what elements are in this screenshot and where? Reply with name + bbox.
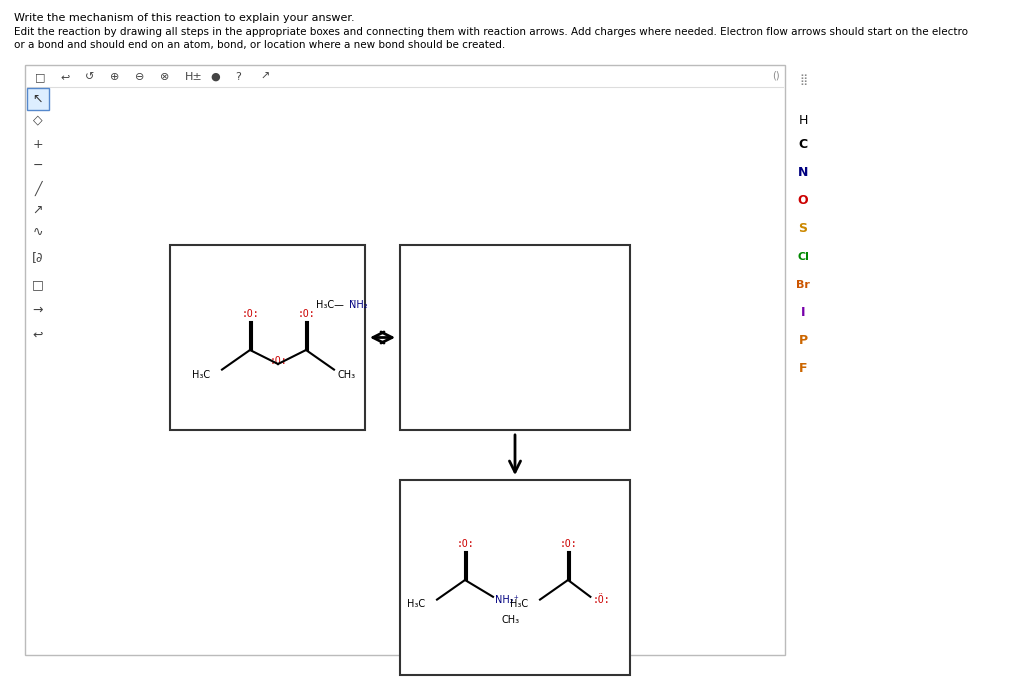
Text: C: C bbox=[799, 138, 808, 151]
Text: :O:: :O: bbox=[559, 539, 577, 549]
Text: Br: Br bbox=[796, 280, 810, 290]
Text: ↩: ↩ bbox=[33, 329, 43, 342]
Text: H: H bbox=[799, 113, 808, 126]
Bar bbox=[170, 245, 365, 430]
Bar bbox=[27, 88, 49, 110]
Text: ●: ● bbox=[210, 72, 220, 82]
Text: :O:: :O: bbox=[456, 539, 474, 549]
Text: N: N bbox=[798, 166, 808, 179]
Text: ⊖: ⊖ bbox=[135, 72, 144, 82]
Text: Write the mechanism of this reaction to explain your answer.: Write the mechanism of this reaction to … bbox=[14, 13, 354, 23]
Text: H₃C: H₃C bbox=[191, 370, 210, 380]
Text: I: I bbox=[801, 306, 805, 319]
Text: ╱: ╱ bbox=[34, 181, 42, 196]
Text: +: + bbox=[33, 138, 43, 151]
Text: O: O bbox=[798, 194, 808, 207]
Text: ⊗: ⊗ bbox=[160, 72, 169, 82]
Text: ↺: ↺ bbox=[85, 72, 94, 82]
Text: S: S bbox=[799, 222, 808, 235]
Text: ∿: ∿ bbox=[33, 226, 43, 239]
Bar bbox=[400, 480, 630, 675]
Text: Edit the reaction by drawing all steps in the appropriate boxes and connecting t: Edit the reaction by drawing all steps i… bbox=[14, 27, 968, 37]
Text: NH₂⁺: NH₂⁺ bbox=[495, 595, 519, 605]
Text: CH₃: CH₃ bbox=[337, 370, 355, 380]
Text: H₃C—: H₃C— bbox=[316, 300, 344, 310]
Text: ↖: ↖ bbox=[33, 93, 43, 106]
Text: H₃C: H₃C bbox=[510, 599, 528, 608]
Text: (): () bbox=[772, 70, 780, 80]
Text: ↩: ↩ bbox=[60, 72, 70, 82]
Text: CH₃: CH₃ bbox=[501, 614, 519, 625]
Text: :O:: :O: bbox=[269, 356, 287, 366]
Text: ⊕: ⊕ bbox=[110, 72, 120, 82]
Text: Cl: Cl bbox=[797, 252, 809, 262]
Text: →: → bbox=[33, 303, 43, 316]
Text: ◇: ◇ bbox=[33, 113, 43, 126]
Text: ↗: ↗ bbox=[260, 72, 269, 82]
Text: P: P bbox=[799, 334, 808, 348]
Text: :O:: :O: bbox=[242, 309, 259, 319]
Text: :Ö:: :Ö: bbox=[593, 595, 610, 605]
Text: F: F bbox=[799, 363, 807, 376]
Bar bbox=[400, 245, 630, 430]
Bar bbox=[25, 65, 785, 655]
Text: ↗: ↗ bbox=[33, 203, 43, 216]
Text: ⣿: ⣿ bbox=[799, 75, 807, 85]
Text: □: □ bbox=[35, 72, 45, 82]
Text: ?: ? bbox=[234, 72, 241, 82]
Text: □: □ bbox=[32, 278, 44, 291]
Text: :O:: :O: bbox=[297, 309, 314, 319]
Text: [∂: [∂ bbox=[32, 252, 44, 265]
Text: N̈H₂: N̈H₂ bbox=[349, 300, 368, 310]
Text: or a bond and should end on an atom, bond, or location where a new bond should b: or a bond and should end on an atom, bon… bbox=[14, 40, 505, 50]
Text: −: − bbox=[33, 158, 43, 171]
Text: H₃C: H₃C bbox=[407, 599, 425, 608]
Text: H±: H± bbox=[185, 72, 203, 82]
